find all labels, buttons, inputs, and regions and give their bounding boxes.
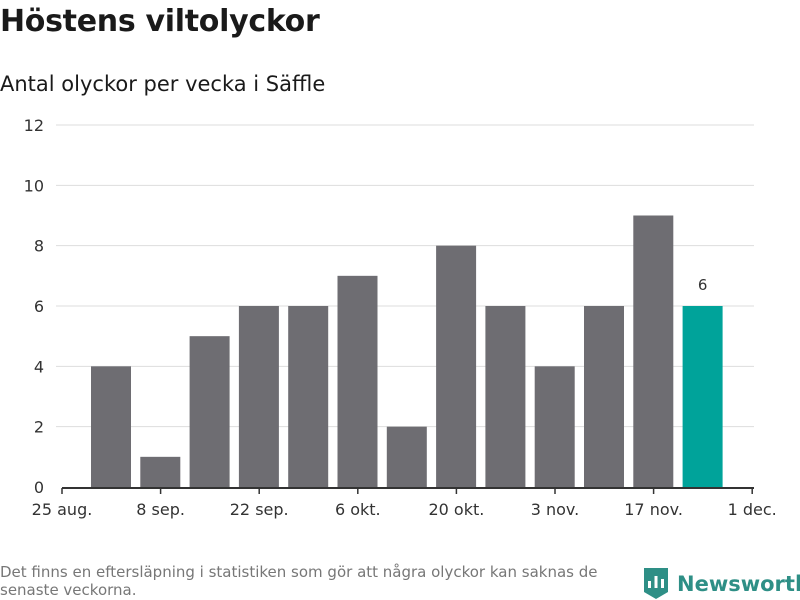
bar <box>238 306 279 487</box>
x-tick-label: 3 nov. <box>531 500 580 519</box>
x-tick-label: 25 aug. <box>32 500 93 519</box>
bar <box>682 306 723 487</box>
bar <box>386 426 427 487</box>
bar <box>584 306 624 487</box>
bar <box>485 306 526 487</box>
bar <box>337 275 378 487</box>
y-tick-label: 8 <box>34 237 44 256</box>
y-tick-label: 2 <box>34 418 44 437</box>
bar <box>189 336 230 487</box>
brand-name: Newsworthy <box>677 571 800 596</box>
bar <box>436 245 477 487</box>
x-tick-label: 22 sep. <box>230 500 289 519</box>
y-tick-label: 12 <box>24 116 44 135</box>
bar <box>288 306 329 487</box>
bar <box>534 366 575 487</box>
newsworthy-logo-icon <box>644 568 668 599</box>
x-tick-label: 8 sep. <box>136 500 185 519</box>
footnote: Det finns en eftersläpning i statistiken… <box>0 563 598 599</box>
y-tick-label: 6 <box>34 297 44 316</box>
data-label: 6 <box>698 276 708 294</box>
y-tick-label: 4 <box>34 357 44 376</box>
y-tick-label: 0 <box>34 478 44 497</box>
chart-subtitle: Antal olyckor per vecka i Säffle <box>0 72 326 96</box>
bar <box>140 456 181 487</box>
brand-logo: Newsworthy <box>644 568 800 599</box>
bar-chart: 0 2 4 6 8 10 12 6 25 aug. 8 sep. 22 sep. 6 okt. 20 o… <box>24 116 777 519</box>
bar <box>91 366 131 487</box>
x-tick-label: 17 nov. <box>624 500 683 519</box>
chart-title: Höstens viltolyckor <box>0 4 320 39</box>
bar <box>633 215 674 487</box>
x-tick-label: 20 okt. <box>428 500 484 519</box>
x-tick-label: 6 okt. <box>335 500 381 519</box>
x-tick-label: 1 dec. <box>728 500 777 519</box>
y-tick-label: 10 <box>24 176 44 195</box>
